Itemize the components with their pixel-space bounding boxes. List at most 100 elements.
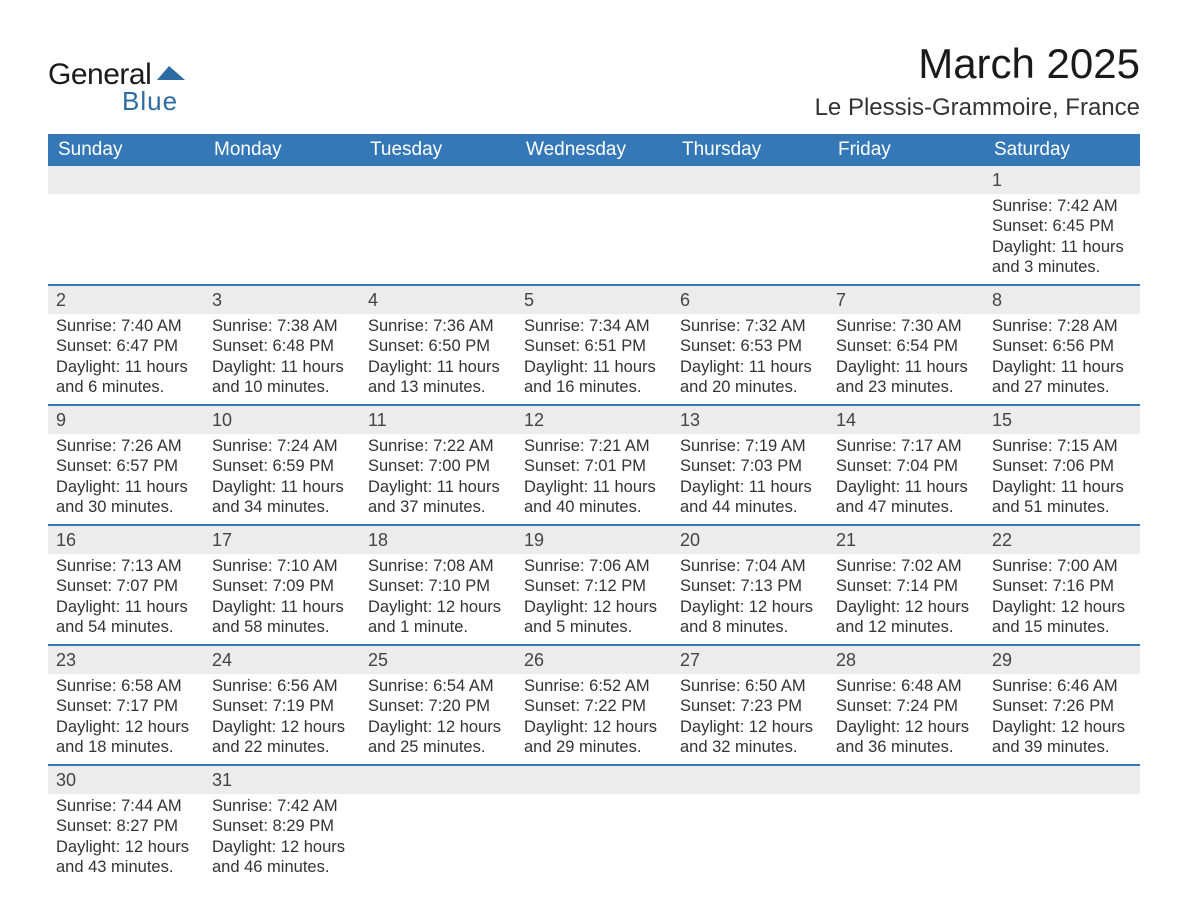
day-content-cell <box>48 194 204 286</box>
day-number-cell: 3 <box>204 285 360 314</box>
daylight-text-1: Daylight: 12 hours <box>368 717 508 738</box>
sunrise-text: Sunrise: 7:00 AM <box>992 556 1132 577</box>
daylight-text-1: Daylight: 11 hours <box>992 477 1132 498</box>
daylight-text-1: Daylight: 12 hours <box>212 837 352 858</box>
week-daynum-row: 2345678 <box>48 285 1140 314</box>
daylight-text-2: and 13 minutes. <box>368 377 508 398</box>
daylight-text-1: Daylight: 11 hours <box>56 597 196 618</box>
week-content-row: Sunrise: 7:44 AMSunset: 8:27 PMDaylight:… <box>48 794 1140 885</box>
day-number-cell <box>204 166 360 194</box>
day-number-cell <box>828 765 984 794</box>
daylight-text-2: and 3 minutes. <box>992 257 1132 278</box>
day-content-cell: Sunrise: 7:10 AMSunset: 7:09 PMDaylight:… <box>204 554 360 646</box>
day-content-cell <box>360 194 516 286</box>
week-daynum-row: 3031 <box>48 765 1140 794</box>
daylight-text-2: and 27 minutes. <box>992 377 1132 398</box>
daylight-text-1: Daylight: 11 hours <box>524 477 664 498</box>
day-number-cell: 6 <box>672 285 828 314</box>
sunset-text: Sunset: 6:47 PM <box>56 336 196 357</box>
day-number-cell <box>828 166 984 194</box>
title-block: March 2025 Le Plessis-Grammoire, France <box>815 40 1140 122</box>
week-daynum-row: 9101112131415 <box>48 405 1140 434</box>
sunrise-text: Sunrise: 7:08 AM <box>368 556 508 577</box>
day-content-cell <box>204 194 360 286</box>
daylight-text-1: Daylight: 12 hours <box>680 597 820 618</box>
daylight-text-2: and 5 minutes. <box>524 617 664 638</box>
day-content-cell <box>672 194 828 286</box>
daylight-text-1: Daylight: 12 hours <box>56 837 196 858</box>
sunset-text: Sunset: 7:16 PM <box>992 576 1132 597</box>
day-number-cell: 15 <box>984 405 1140 434</box>
day-content-cell: Sunrise: 7:34 AMSunset: 6:51 PMDaylight:… <box>516 314 672 406</box>
daylight-text-2: and 15 minutes. <box>992 617 1132 638</box>
day-content-cell: Sunrise: 6:52 AMSunset: 7:22 PMDaylight:… <box>516 674 672 766</box>
sunrise-text: Sunrise: 7:36 AM <box>368 316 508 337</box>
sunset-text: Sunset: 7:13 PM <box>680 576 820 597</box>
day-content-cell: Sunrise: 7:24 AMSunset: 6:59 PMDaylight:… <box>204 434 360 526</box>
day-number-cell: 7 <box>828 285 984 314</box>
daylight-text-1: Daylight: 12 hours <box>368 597 508 618</box>
day-content-cell: Sunrise: 7:15 AMSunset: 7:06 PMDaylight:… <box>984 434 1140 526</box>
day-number-cell: 11 <box>360 405 516 434</box>
page-header: General Blue March 2025 Le Plessis-Gramm… <box>48 40 1140 122</box>
sunset-text: Sunset: 7:20 PM <box>368 696 508 717</box>
sunrise-text: Sunrise: 7:15 AM <box>992 436 1132 457</box>
sunrise-text: Sunrise: 6:46 AM <box>992 676 1132 697</box>
day-number-cell: 9 <box>48 405 204 434</box>
day-content-cell: Sunrise: 7:30 AMSunset: 6:54 PMDaylight:… <box>828 314 984 406</box>
day-content-cell <box>828 794 984 885</box>
sunrise-text: Sunrise: 7:42 AM <box>212 796 352 817</box>
day-number-cell: 29 <box>984 645 1140 674</box>
sunset-text: Sunset: 6:53 PM <box>680 336 820 357</box>
daylight-text-1: Daylight: 11 hours <box>212 357 352 378</box>
sunset-text: Sunset: 7:26 PM <box>992 696 1132 717</box>
day-content-cell: Sunrise: 7:08 AMSunset: 7:10 PMDaylight:… <box>360 554 516 646</box>
daylight-text-2: and 18 minutes. <box>56 737 196 758</box>
sunset-text: Sunset: 7:09 PM <box>212 576 352 597</box>
day-content-cell: Sunrise: 7:22 AMSunset: 7:00 PMDaylight:… <box>360 434 516 526</box>
daylight-text-1: Daylight: 12 hours <box>56 717 196 738</box>
daylight-text-2: and 10 minutes. <box>212 377 352 398</box>
sunset-text: Sunset: 7:10 PM <box>368 576 508 597</box>
daylight-text-1: Daylight: 12 hours <box>680 717 820 738</box>
daylight-text-2: and 36 minutes. <box>836 737 976 758</box>
daylight-text-1: Daylight: 11 hours <box>680 477 820 498</box>
day-content-cell: Sunrise: 7:19 AMSunset: 7:03 PMDaylight:… <box>672 434 828 526</box>
day-number-cell: 22 <box>984 525 1140 554</box>
daylight-text-2: and 6 minutes. <box>56 377 196 398</box>
day-content-cell: Sunrise: 7:42 AMSunset: 8:29 PMDaylight:… <box>204 794 360 885</box>
day-content-cell: Sunrise: 7:38 AMSunset: 6:48 PMDaylight:… <box>204 314 360 406</box>
day-content-cell: Sunrise: 7:21 AMSunset: 7:01 PMDaylight:… <box>516 434 672 526</box>
sunrise-text: Sunrise: 7:19 AM <box>680 436 820 457</box>
day-number-cell: 26 <box>516 645 672 674</box>
daylight-text-1: Daylight: 12 hours <box>212 717 352 738</box>
daylight-text-1: Daylight: 12 hours <box>836 717 976 738</box>
day-content-cell <box>360 794 516 885</box>
col-saturday: Saturday <box>984 134 1140 166</box>
day-content-cell <box>828 194 984 286</box>
day-content-cell: Sunrise: 6:56 AMSunset: 7:19 PMDaylight:… <box>204 674 360 766</box>
sunset-text: Sunset: 7:24 PM <box>836 696 976 717</box>
location-subtitle: Le Plessis-Grammoire, France <box>815 94 1140 122</box>
day-content-cell: Sunrise: 7:32 AMSunset: 6:53 PMDaylight:… <box>672 314 828 406</box>
sunset-text: Sunset: 6:59 PM <box>212 456 352 477</box>
week-daynum-row: 1 <box>48 166 1140 194</box>
month-title: March 2025 <box>815 40 1140 88</box>
daylight-text-2: and 29 minutes. <box>524 737 664 758</box>
sunrise-text: Sunrise: 7:02 AM <box>836 556 976 577</box>
daylight-text-1: Daylight: 11 hours <box>56 357 196 378</box>
sunrise-text: Sunrise: 7:10 AM <box>212 556 352 577</box>
day-number-cell: 18 <box>360 525 516 554</box>
sunrise-text: Sunrise: 7:06 AM <box>524 556 664 577</box>
sunrise-text: Sunrise: 6:54 AM <box>368 676 508 697</box>
daylight-text-2: and 25 minutes. <box>368 737 508 758</box>
daylight-text-1: Daylight: 11 hours <box>368 357 508 378</box>
day-content-cell <box>672 794 828 885</box>
sunset-text: Sunset: 6:54 PM <box>836 336 976 357</box>
sunset-text: Sunset: 7:00 PM <box>368 456 508 477</box>
day-content-cell: Sunrise: 7:13 AMSunset: 7:07 PMDaylight:… <box>48 554 204 646</box>
daylight-text-2: and 8 minutes. <box>680 617 820 638</box>
day-number-cell: 31 <box>204 765 360 794</box>
day-content-cell: Sunrise: 7:04 AMSunset: 7:13 PMDaylight:… <box>672 554 828 646</box>
day-content-cell: Sunrise: 7:42 AMSunset: 6:45 PMDaylight:… <box>984 194 1140 286</box>
